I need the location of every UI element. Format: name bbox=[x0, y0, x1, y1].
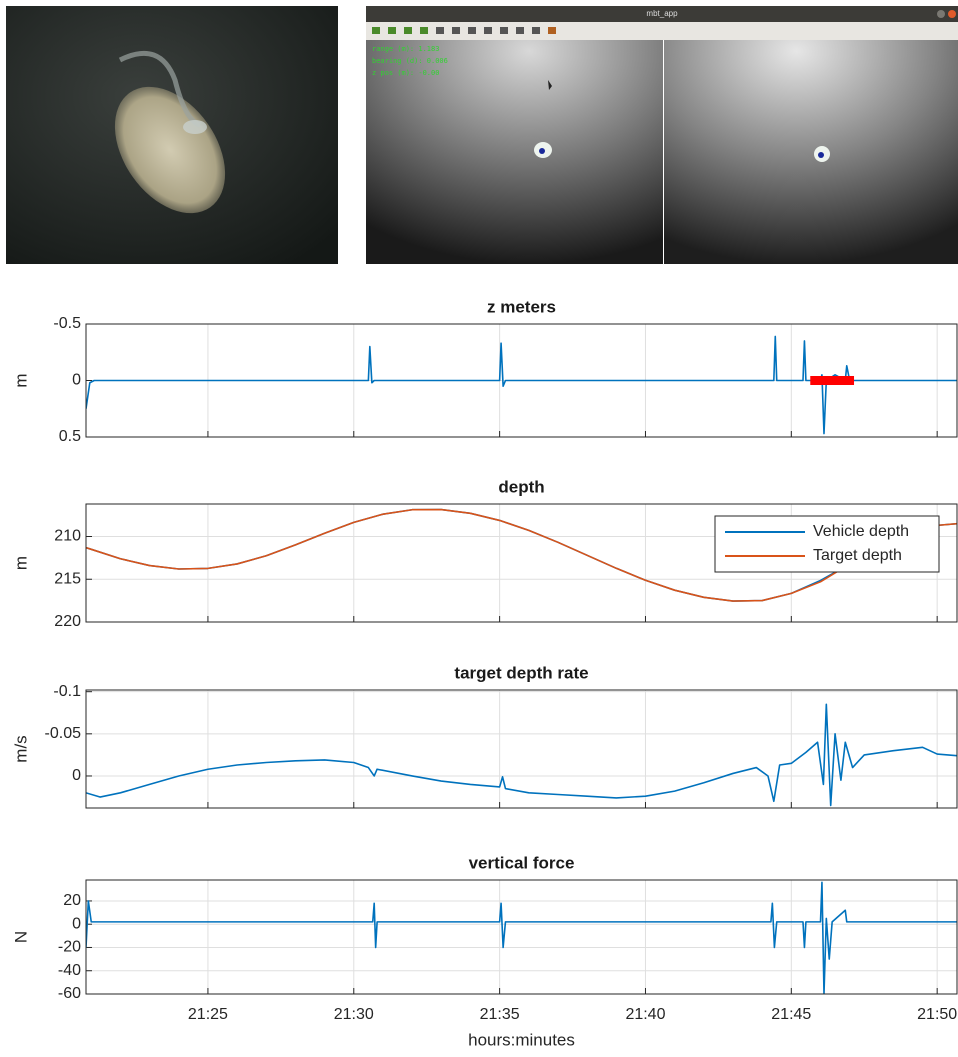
legend-label: Vehicle depth bbox=[813, 523, 909, 540]
plot-frame bbox=[85, 323, 958, 438]
y-tick-label: 210 bbox=[54, 528, 81, 545]
chart-title: vertical force bbox=[469, 853, 575, 872]
y-axis-label: m/s bbox=[11, 735, 30, 762]
plot-area bbox=[86, 880, 957, 994]
plot-frame bbox=[85, 503, 958, 623]
x-tick-label: 21:25 bbox=[188, 1006, 228, 1023]
y-tick-label: 220 bbox=[54, 613, 81, 630]
y-tick-label: -0.1 bbox=[53, 683, 81, 700]
y-tick-label: 0 bbox=[72, 767, 81, 784]
y-tick-label: 20 bbox=[63, 892, 81, 909]
y-axis-label: m bbox=[11, 556, 30, 570]
y-tick-label: -0.05 bbox=[45, 725, 82, 742]
series-group bbox=[86, 335, 957, 435]
series-line bbox=[86, 703, 957, 807]
series-line bbox=[86, 881, 957, 994]
y-tick-label: -0.5 bbox=[53, 315, 81, 332]
chart: vertical force N 21:25 21:30 21:35 21:40 21:45… bbox=[11, 853, 958, 1049]
chart: z meters m -0.5 0 0.5 bbox=[11, 297, 958, 445]
x-tick-label: 21:30 bbox=[334, 1006, 374, 1023]
legend: Vehicle depth Target depth bbox=[714, 515, 940, 573]
y-tick-label: 0.5 bbox=[59, 428, 81, 445]
plot-frame bbox=[85, 879, 958, 995]
series-group bbox=[86, 881, 957, 994]
plot-frame bbox=[85, 689, 958, 809]
chart: target depth rate m/s -0.1 -0.05 0 bbox=[11, 663, 958, 809]
x-tick-label: 21:40 bbox=[625, 1006, 665, 1023]
x-tick-label: 21:35 bbox=[480, 1006, 520, 1023]
y-tick-label: 0 bbox=[72, 915, 81, 932]
specimen-photo bbox=[6, 6, 338, 264]
series-group bbox=[86, 703, 957, 807]
series-group bbox=[86, 508, 957, 602]
toolbar-icons bbox=[372, 27, 556, 34]
y-tick-label: -20 bbox=[58, 939, 81, 956]
y-tick-label: -60 bbox=[58, 985, 81, 1002]
x-tick-label: 21:50 bbox=[917, 1006, 957, 1023]
y-axis-label: m bbox=[11, 373, 30, 387]
app-window: mbt_app range (m): 1.183 bearing (d): 0.… bbox=[366, 6, 958, 264]
x-tick-label: 21:45 bbox=[771, 1006, 811, 1023]
y-axis-label: N bbox=[11, 931, 30, 943]
x-axis-label: hours:minutes bbox=[468, 1030, 575, 1049]
series-line bbox=[86, 508, 957, 602]
y-tick-label: 215 bbox=[54, 570, 81, 587]
overlay-text: range (m): 1.183 bbox=[372, 45, 439, 53]
overlay-text: bearing (d): 0.006 bbox=[372, 57, 448, 65]
y-tick-label: -40 bbox=[58, 962, 81, 979]
chart-title: z meters bbox=[487, 297, 556, 316]
y-tick-label: 0 bbox=[72, 372, 81, 389]
plot-area bbox=[86, 690, 957, 808]
chart-title: depth bbox=[498, 477, 544, 496]
overlay-text: z pos (m): -0.00 bbox=[372, 69, 439, 77]
legend-label: Target depth bbox=[813, 547, 902, 564]
chart: depth m 210 215 220 Vehicle depth Target depth bbox=[11, 477, 958, 630]
legend-box bbox=[714, 515, 940, 573]
chart-title: target depth rate bbox=[454, 663, 588, 682]
window-title: mbt_app bbox=[646, 9, 678, 18]
